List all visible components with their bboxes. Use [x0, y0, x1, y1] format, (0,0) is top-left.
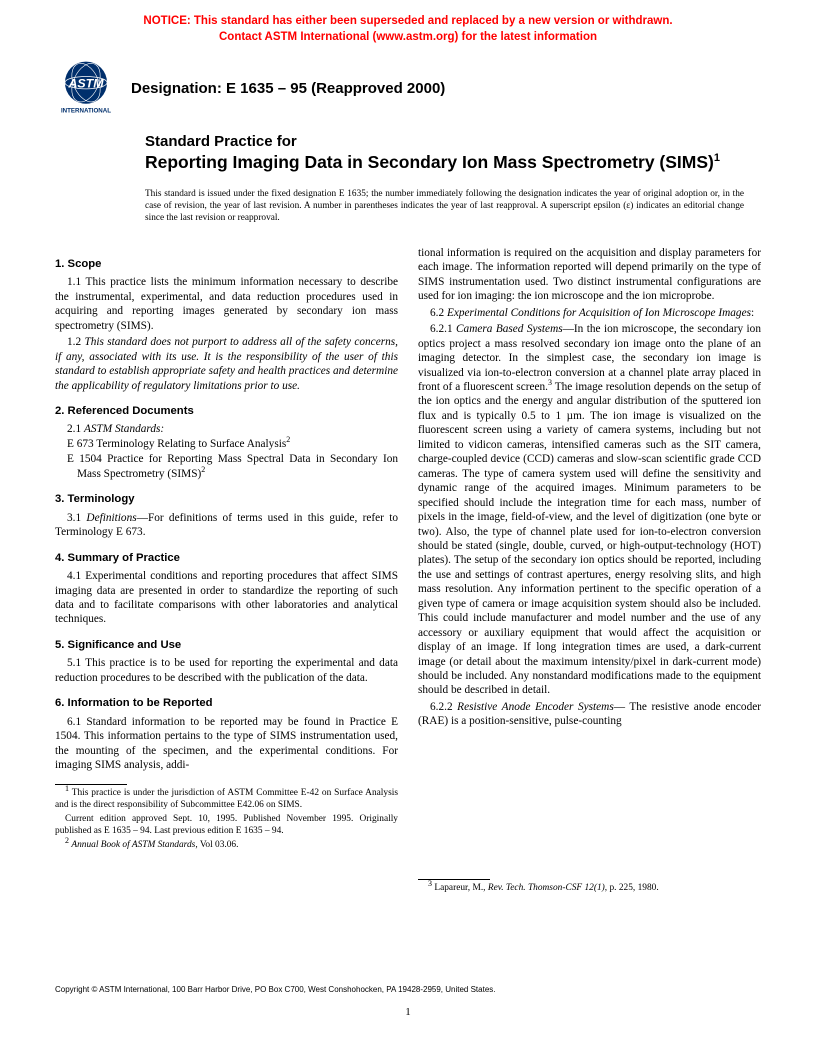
title-block: Standard Practice for Reporting Imaging … [0, 115, 816, 174]
right-column: tional information is required on the ac… [418, 246, 761, 894]
copyright: Copyright © ASTM International, 100 Barr… [55, 985, 496, 994]
body-columns: 1. Scope 1.1 This practice lists the min… [0, 224, 816, 894]
svg-text:ASTM: ASTM [67, 77, 104, 91]
astm-logo: ASTM INTERNATIONAL [55, 59, 117, 115]
footnote-3: 3 Lapareur, M., Rev. Tech. Thomson-CSF 1… [418, 883, 761, 894]
scope-1-1: 1.1 This practice lists the minimum info… [55, 275, 398, 333]
info-heading: 6. Information to be Reported [55, 696, 398, 710]
left-column: 1. Scope 1.1 This practice lists the min… [55, 246, 398, 894]
summary-4-1: 4.1 Experimental conditions and reportin… [55, 569, 398, 627]
notice-line2: Contact ASTM International (www.astm.org… [219, 31, 597, 43]
terminology-3-1: 3.1 Definitions—For definitions of terms… [55, 511, 398, 540]
info-6-1-cont: tional information is required on the ac… [418, 246, 761, 304]
svg-text:INTERNATIONAL: INTERNATIONAL [61, 107, 111, 114]
notice-banner: NOTICE: This standard has either been su… [0, 0, 816, 51]
page-number: 1 [0, 1006, 816, 1018]
info-6-2-1: 6.2.1 Camera Based Systems—In the ion mi… [418, 322, 761, 698]
info-6-2: 6.2 Experimental Conditions for Acquisit… [418, 306, 761, 320]
ref-e1504: E 1504 Practice for Reporting Mass Spect… [55, 452, 398, 481]
header: ASTM INTERNATIONAL Designation: E 1635 –… [0, 51, 816, 115]
terminology-heading: 3. Terminology [55, 492, 398, 506]
title-main: Reporting Imaging Data in Secondary Ion … [145, 152, 756, 174]
title-pre: Standard Practice for [145, 133, 756, 152]
scope-1-2: 1.2 This standard does not purport to ad… [55, 335, 398, 393]
issuance-note: This standard is issued under the fixed … [0, 174, 816, 224]
footnote-1: 1 This practice is under the jurisdictio… [55, 788, 398, 811]
ref-e673: E 673 Terminology Relating to Surface An… [55, 437, 398, 451]
summary-heading: 4. Summary of Practice [55, 551, 398, 565]
scope-heading: 1. Scope [55, 257, 398, 271]
info-6-1: 6.1 Standard information to be reported … [55, 715, 398, 773]
notice-line1: NOTICE: This standard has either been su… [143, 15, 672, 27]
refdocs-heading: 2. Referenced Documents [55, 404, 398, 418]
info-6-2-2: 6.2.2 Resistive Anode Encoder Systems— T… [418, 700, 761, 729]
significance-5-1: 5.1 This practice is to be used for repo… [55, 656, 398, 685]
footnote-2: 2 Annual Book of ASTM Standards, Vol 03.… [55, 840, 398, 851]
footnote-1b: Current edition approved Sept. 10, 1995.… [55, 814, 398, 837]
designation: Designation: E 1635 – 95 (Reapproved 200… [131, 78, 445, 97]
significance-heading: 5. Significance and Use [55, 638, 398, 652]
astm-standards: 2.1 ASTM Standards: [55, 422, 398, 436]
